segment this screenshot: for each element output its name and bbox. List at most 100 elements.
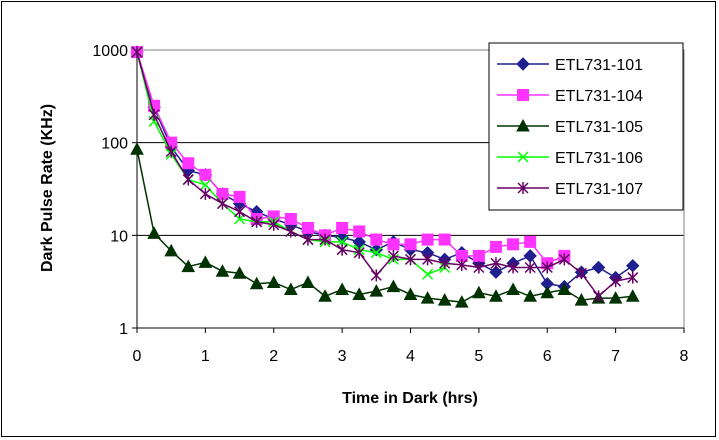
data-point xyxy=(131,46,143,59)
data-point xyxy=(130,142,144,155)
data-point xyxy=(438,233,451,246)
data-point xyxy=(610,275,622,288)
data-point xyxy=(473,261,485,274)
data-point xyxy=(489,265,503,279)
data-point xyxy=(336,236,348,248)
data-point xyxy=(454,295,469,308)
legend-item: ETL731-104 xyxy=(497,88,643,105)
data-point xyxy=(421,233,434,246)
legend-label: ETL731-105 xyxy=(555,119,643,136)
data-point xyxy=(335,230,349,245)
data-point xyxy=(422,253,434,266)
data-point xyxy=(266,275,281,288)
data-point xyxy=(370,247,382,259)
legend-item: ETL731-106 xyxy=(497,150,643,167)
data-point-stroke xyxy=(370,247,382,259)
x-axis-title: Time in Dark (hrs) xyxy=(342,390,478,407)
data-point xyxy=(524,261,536,274)
x-tick-label: 0 xyxy=(133,348,142,365)
legend-item: ETL731-107 xyxy=(497,181,643,198)
y-tick-label: 10 xyxy=(110,228,128,245)
data-point xyxy=(285,225,297,238)
data-point xyxy=(318,289,332,302)
data-point xyxy=(302,233,314,246)
data-point xyxy=(301,275,315,288)
data-point xyxy=(215,264,230,277)
data-point xyxy=(516,57,530,71)
data-point xyxy=(165,145,177,158)
legend-label: ETL731-106 xyxy=(555,150,643,167)
data-point xyxy=(557,282,572,296)
data-point xyxy=(335,282,349,296)
data-point-stroke xyxy=(422,268,434,280)
axes xyxy=(132,49,685,333)
series-etl731-105 xyxy=(130,142,640,308)
data-point xyxy=(404,238,417,251)
data-point xyxy=(182,157,195,170)
data-point xyxy=(386,279,401,293)
data-point xyxy=(591,260,606,275)
x-tick-label: 8 xyxy=(680,348,689,365)
data-point xyxy=(369,284,384,297)
series-etl731-107 xyxy=(131,46,639,303)
series-layer xyxy=(130,45,640,308)
data-point xyxy=(249,276,264,290)
legend-label: ETL731-107 xyxy=(555,181,643,198)
data-point xyxy=(540,285,555,299)
data-point xyxy=(216,197,228,210)
data-point xyxy=(541,261,553,274)
data-point xyxy=(268,218,280,231)
data-point xyxy=(148,108,160,121)
data-point xyxy=(199,187,211,200)
data-point xyxy=(507,238,520,251)
legend: ETL731-101 ETL731-104 ETL731-105 ETL731-106… xyxy=(488,42,684,211)
data-point xyxy=(517,182,529,194)
data-point xyxy=(575,267,587,280)
data-point xyxy=(199,168,212,181)
data-point xyxy=(387,249,399,262)
data-point xyxy=(517,89,529,101)
data-point xyxy=(608,291,623,304)
data-point xyxy=(336,243,348,256)
x-tick-label: 5 xyxy=(474,348,483,365)
x-tick-label: 4 xyxy=(406,348,415,365)
data-point xyxy=(523,249,537,263)
data-point xyxy=(164,243,179,257)
x-tick-label: 6 xyxy=(543,348,552,365)
data-point xyxy=(404,253,417,266)
x-tick-label: 3 xyxy=(338,348,347,365)
x-tick-label: 7 xyxy=(611,348,620,365)
series-line xyxy=(136,51,633,298)
data-point xyxy=(181,259,196,273)
legend-item: ETL731-105 xyxy=(497,118,643,136)
data-point xyxy=(507,261,519,274)
data-point xyxy=(353,246,365,259)
data-point xyxy=(403,287,418,300)
data-point xyxy=(516,118,530,132)
data-point xyxy=(232,266,247,279)
data-point xyxy=(234,205,246,218)
data-point xyxy=(593,290,605,303)
data-point xyxy=(626,259,640,273)
x-tick-label: 2 xyxy=(269,348,278,365)
data-point xyxy=(472,249,485,262)
data-point xyxy=(284,213,297,226)
y-axis-title: Dark Pulse Rate (KHz) xyxy=(39,104,56,272)
data-point xyxy=(199,179,211,191)
data-point xyxy=(370,269,382,282)
data-point xyxy=(625,289,640,302)
data-point xyxy=(574,293,589,306)
data-point xyxy=(524,235,537,248)
data-point xyxy=(558,253,570,266)
data-point xyxy=(319,233,331,246)
data-point xyxy=(284,282,298,296)
data-point xyxy=(370,233,383,246)
data-point-stroke xyxy=(336,236,348,248)
data-point xyxy=(506,282,520,296)
data-point xyxy=(437,293,452,306)
data-point xyxy=(182,173,194,186)
legend-item: ETL731-101 xyxy=(497,57,643,74)
data-point xyxy=(490,257,502,270)
